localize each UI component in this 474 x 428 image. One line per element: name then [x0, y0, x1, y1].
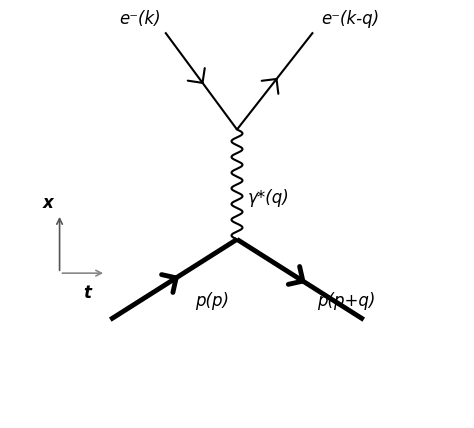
Text: t: t	[83, 284, 91, 302]
Text: γ*(q): γ*(q)	[247, 189, 289, 207]
Text: e⁻(k-q): e⁻(k-q)	[321, 10, 380, 28]
Text: x: x	[43, 194, 53, 212]
Text: e⁻(k): e⁻(k)	[119, 10, 161, 28]
Text: p(p): p(p)	[195, 292, 229, 310]
Text: p(p+q): p(p+q)	[317, 292, 375, 310]
